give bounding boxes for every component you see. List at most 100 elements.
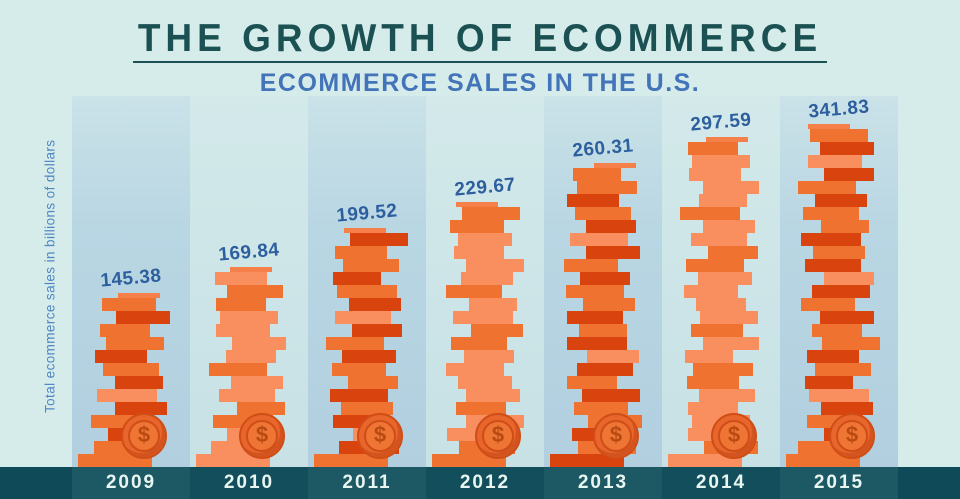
- coin: [692, 155, 750, 168]
- coin: [453, 311, 513, 324]
- coin: [703, 337, 759, 350]
- coin: [586, 246, 640, 259]
- coin: [464, 350, 514, 363]
- coin: [703, 181, 759, 194]
- dollar-coin-icon: $: [357, 413, 403, 459]
- coin: [700, 311, 758, 324]
- x-axis-cell: 2015: [780, 467, 898, 499]
- dollar-coin-icon: $: [593, 413, 639, 459]
- x-axis-cell: 2012: [426, 467, 544, 499]
- coin: [574, 402, 628, 415]
- coin: [196, 454, 270, 467]
- coin: [801, 298, 855, 311]
- coin: [668, 454, 742, 467]
- x-axis-cell: 2009: [72, 467, 190, 499]
- dollar-sign: $: [491, 422, 505, 447]
- coin: [219, 389, 275, 402]
- coin: [115, 402, 167, 415]
- coin: [95, 350, 147, 363]
- coin: [432, 454, 506, 467]
- header: THE GROWTH OF ECOMMERCE ECOMMERCE SALES …: [0, 0, 960, 96]
- coin: [812, 285, 870, 298]
- coin: [220, 311, 278, 324]
- coin: [216, 324, 270, 337]
- coin: [689, 168, 741, 181]
- coin: [693, 363, 753, 376]
- coin: [684, 285, 738, 298]
- coin: [567, 337, 627, 350]
- coin: [103, 363, 159, 376]
- coin: [810, 129, 868, 142]
- coin: [586, 220, 636, 233]
- coin-top-edge: [230, 267, 272, 272]
- coin: [458, 233, 512, 246]
- coin: [573, 168, 621, 181]
- x-axis-cell: 2013: [544, 467, 662, 499]
- coin: [575, 207, 631, 220]
- dollar-coin-face: $: [836, 420, 868, 452]
- coin: [815, 194, 867, 207]
- coin: [348, 376, 398, 389]
- year-label: 2012: [459, 472, 511, 493]
- coin: [458, 376, 512, 389]
- year-label: 2015: [813, 472, 865, 493]
- coin: [809, 389, 869, 402]
- coin: [812, 324, 862, 337]
- coin-top-edge: [706, 137, 748, 142]
- dollar-sign: $: [255, 422, 269, 447]
- x-axis-cell: 2010: [190, 467, 308, 499]
- year-label: 2013: [577, 472, 629, 493]
- coin: [587, 350, 639, 363]
- coin: [824, 272, 874, 285]
- coin: [801, 233, 861, 246]
- coin: [821, 220, 869, 233]
- x-axis-cell: 2014: [662, 467, 780, 499]
- coin: [231, 376, 283, 389]
- title-underline: [133, 60, 827, 63]
- coin-top-edge: [118, 293, 160, 298]
- coin: [577, 181, 637, 194]
- coin: [466, 389, 520, 402]
- coin: [332, 363, 386, 376]
- dollar-sign: $: [845, 422, 859, 447]
- dollar-sign: $: [609, 422, 623, 447]
- coin: [352, 324, 402, 337]
- coin: [808, 155, 862, 168]
- coin: [100, 324, 150, 337]
- coin: [216, 298, 266, 311]
- year-label: 2014: [695, 472, 747, 493]
- dollar-coin-icon: $: [121, 413, 167, 459]
- coin-top-edge: [344, 228, 386, 233]
- coin: [688, 142, 738, 155]
- dollar-coin-icon: $: [711, 413, 757, 459]
- coin: [805, 376, 853, 389]
- coin: [349, 298, 401, 311]
- page-title: THE GROWTH OF ECOMMERCE: [137, 16, 823, 60]
- coin: [466, 259, 524, 272]
- chart-subtitle: ECOMMERCE SALES IN THE U.S.: [259, 68, 701, 97]
- dollar-coin-face: $: [246, 420, 278, 452]
- coin: [567, 376, 617, 389]
- coin: [691, 324, 743, 337]
- coin: [564, 259, 618, 272]
- coin: [78, 454, 152, 467]
- coin: [703, 220, 755, 233]
- coin: [820, 142, 874, 155]
- coin: [688, 402, 738, 415]
- dollar-coin-face: $: [482, 420, 514, 452]
- coin: [786, 454, 860, 467]
- dollar-coin-face: $: [364, 420, 396, 452]
- coin: [446, 285, 502, 298]
- coin: [824, 168, 874, 181]
- coin: [813, 246, 865, 259]
- coin: [570, 233, 628, 246]
- coin: [566, 285, 624, 298]
- coin: [115, 376, 163, 389]
- coin: [237, 402, 285, 415]
- coin: [821, 402, 873, 415]
- coin: [820, 311, 874, 324]
- coin: [805, 259, 861, 272]
- coin: [691, 233, 747, 246]
- coin: [699, 194, 747, 207]
